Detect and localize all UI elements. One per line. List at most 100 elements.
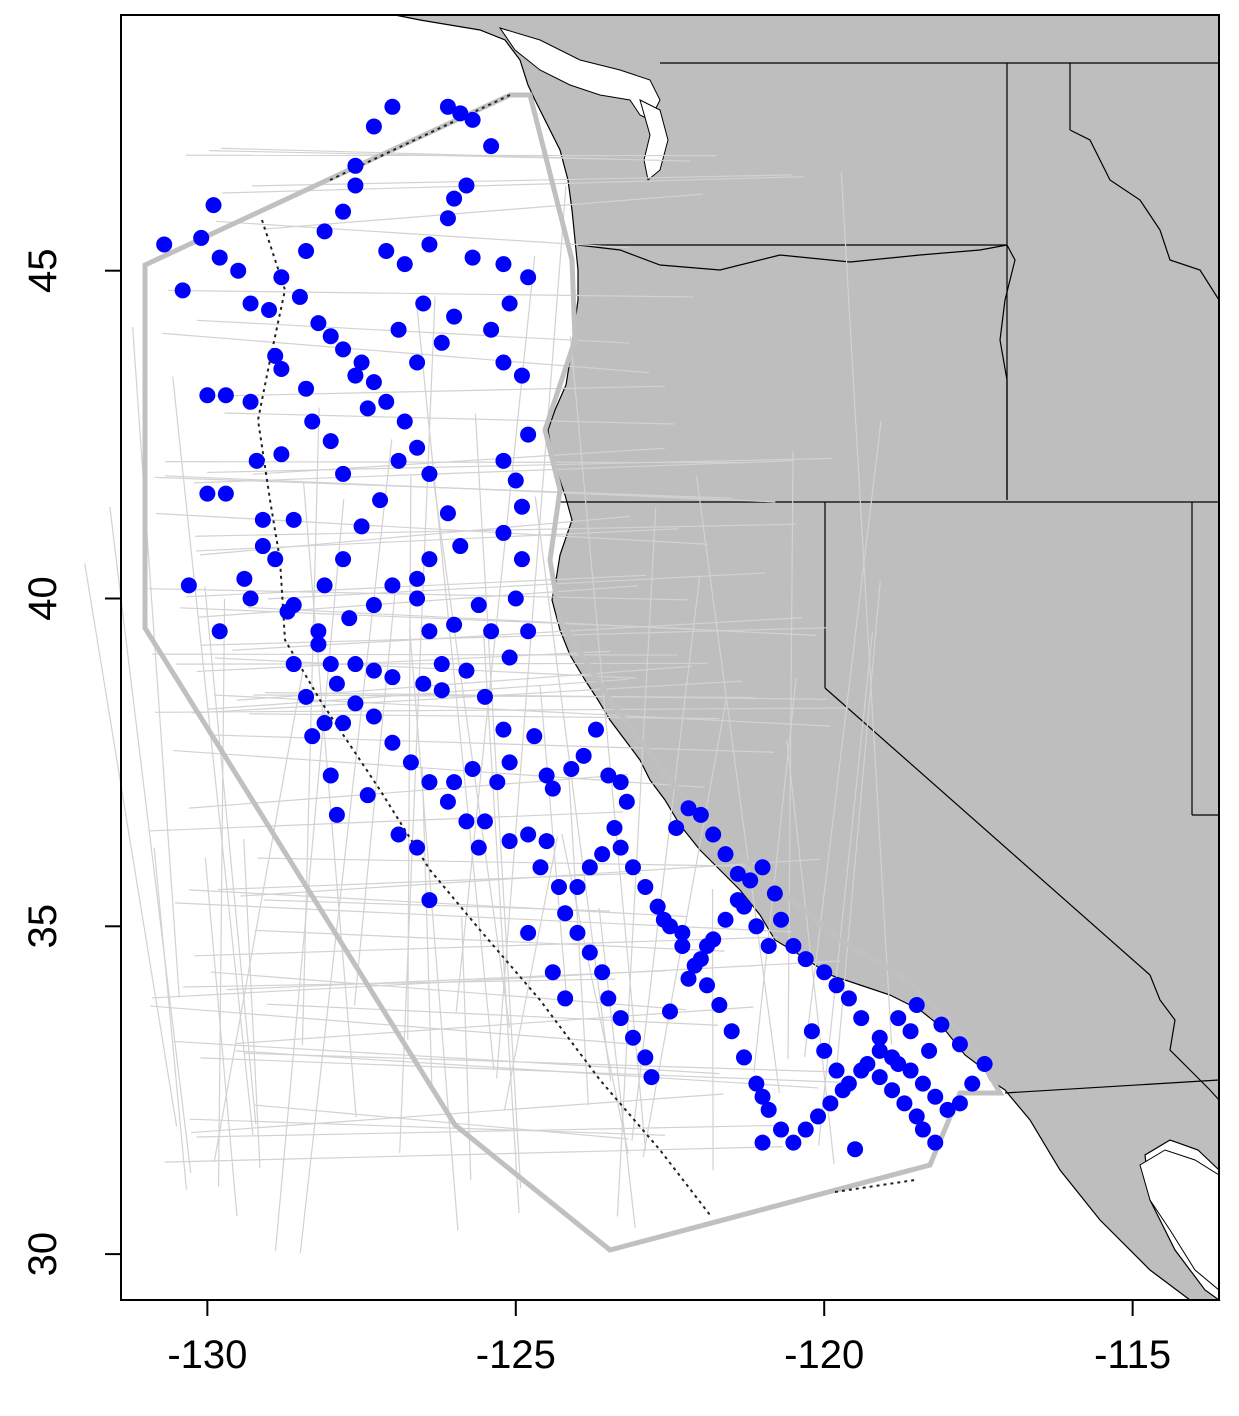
- sighting-point: [760, 937, 777, 954]
- sighting-point: [606, 819, 623, 836]
- sighting-point: [754, 859, 771, 876]
- sighting-point: [365, 374, 382, 391]
- transect-line: [150, 1005, 629, 1045]
- transect-line: [840, 172, 893, 1045]
- sighting-point: [322, 328, 339, 345]
- sighting-point: [557, 905, 574, 922]
- sighting-point: [409, 354, 426, 371]
- sighting-point: [347, 367, 364, 384]
- sighting-point: [415, 295, 432, 312]
- sighting-point: [828, 977, 845, 994]
- sighting-point: [217, 485, 234, 502]
- sighting-point: [353, 518, 370, 535]
- sighting-point: [353, 354, 370, 371]
- sighting-point: [773, 1121, 790, 1138]
- sighting-point: [483, 321, 500, 338]
- transect-line: [188, 773, 629, 809]
- sighting-point: [618, 793, 635, 810]
- sighting-point: [446, 774, 463, 791]
- sighting-point: [840, 1075, 857, 1092]
- sighting-point: [211, 249, 228, 266]
- transect-line: [193, 460, 794, 484]
- sighting-point: [914, 1121, 931, 1138]
- x-tick-label: -130: [167, 1333, 247, 1377]
- sighting-point: [797, 1121, 814, 1138]
- sighting-point: [365, 118, 382, 135]
- sighting-point: [785, 937, 802, 954]
- sighting-point: [267, 551, 284, 568]
- sighting-point: [439, 210, 456, 227]
- sighting-point: [335, 341, 352, 358]
- sighting-point: [464, 760, 481, 777]
- sighting-point: [544, 780, 561, 797]
- sighting-point: [816, 964, 833, 981]
- transect-line: [167, 289, 694, 298]
- sighting-point: [951, 1036, 968, 1053]
- sighting-point: [513, 551, 530, 568]
- sighting-point: [495, 721, 512, 738]
- transect-line: [152, 653, 678, 656]
- sighting-point: [520, 426, 537, 443]
- sighting-point: [908, 996, 925, 1013]
- transect-line: [200, 627, 827, 646]
- transect-line: [195, 523, 796, 537]
- sighting-point: [680, 970, 697, 987]
- sighting-point: [464, 111, 481, 128]
- sighting-point: [773, 911, 790, 928]
- sighting-point: [446, 190, 463, 207]
- sighting-point: [421, 623, 438, 640]
- sighting-point: [261, 302, 278, 319]
- transect-line: [189, 889, 688, 918]
- transect-line: [214, 657, 637, 679]
- dotted-north-edge: [329, 94, 511, 181]
- sighting-point: [569, 924, 586, 941]
- sighting-point: [637, 878, 654, 895]
- transect-line: [696, 476, 781, 1094]
- sighting-point: [476, 688, 493, 705]
- sighting-point: [242, 295, 259, 312]
- sighting-point: [810, 1108, 827, 1125]
- sighting-point: [822, 1095, 839, 1112]
- sighting-point: [421, 465, 438, 482]
- sighting-point: [254, 538, 271, 555]
- sighting-point: [384, 577, 401, 594]
- sighting-point: [748, 1075, 765, 1092]
- sighting-point: [927, 1088, 944, 1105]
- sighting-point: [581, 944, 598, 961]
- sighting-point: [612, 839, 629, 856]
- sighting-point: [760, 1101, 777, 1118]
- transect-line: [196, 319, 630, 344]
- y-tick-label: 45: [21, 248, 65, 293]
- sighting-point: [230, 262, 247, 279]
- transect-line: [264, 692, 827, 700]
- transect-line: [503, 836, 559, 1111]
- sighting-point: [205, 197, 222, 214]
- transect-line: [206, 385, 666, 397]
- columbia-river: [577, 244, 1008, 271]
- transect-line: [222, 176, 804, 194]
- transect-line: [243, 1052, 830, 1073]
- transect-line: [204, 857, 238, 1217]
- sighting-point: [933, 1016, 950, 1033]
- y-tick-label: 35: [21, 904, 65, 949]
- transect-line: [301, 407, 320, 1046]
- sighting-point: [538, 833, 555, 850]
- sighting-point: [285, 511, 302, 528]
- sighting-point: [507, 472, 524, 489]
- transect-line: [483, 634, 520, 1214]
- transect-line: [803, 421, 882, 1058]
- sighting-point: [291, 288, 308, 305]
- sighting-point: [458, 813, 475, 830]
- sighting-point: [242, 590, 259, 607]
- transect-line: [753, 677, 797, 1073]
- ca-nv-diagonal: [824, 687, 1151, 976]
- sighting-point: [871, 1069, 888, 1086]
- sighting-point: [513, 367, 530, 384]
- sighting-point: [507, 590, 524, 607]
- sighting-point: [372, 492, 389, 509]
- sighting-point: [409, 839, 426, 856]
- sighting-point: [328, 675, 345, 692]
- sighting-point: [347, 157, 364, 174]
- sighting-point: [803, 1023, 820, 1040]
- sighting-point: [921, 1042, 938, 1059]
